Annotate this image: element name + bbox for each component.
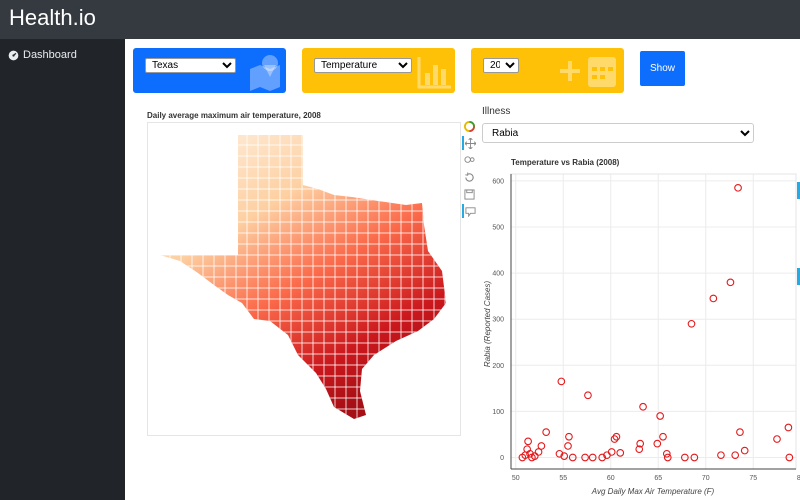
scatter-toolbar-tab[interactable] (797, 182, 800, 199)
scatter-point[interactable] (785, 453, 794, 462)
scatter-point[interactable] (736, 428, 744, 436)
scatter-point[interactable] (530, 452, 539, 460)
scatter-point[interactable] (534, 448, 543, 456)
scatter-point[interactable] (709, 294, 718, 303)
main-content: Texas Temperature 2008 Show Daily averag… (125, 39, 800, 500)
scatter-point[interactable] (734, 183, 742, 192)
scatter-point[interactable] (612, 432, 621, 441)
dashboard-icon (8, 50, 19, 61)
variable-card: Temperature (302, 48, 455, 93)
y-tick-label: 600 (492, 178, 504, 185)
calendar-plus-icon (554, 51, 620, 93)
map-title: Daily average maximum air temperature, 2… (147, 111, 321, 120)
illness-label: Illness (482, 106, 511, 117)
scatter-point[interactable] (717, 451, 725, 460)
scatter-point[interactable] (663, 453, 672, 462)
scatter-point[interactable] (659, 432, 667, 441)
scatter-point[interactable] (784, 423, 793, 432)
x-tick-label: 50 (512, 475, 520, 482)
map-icon (246, 51, 284, 93)
x-tick-label: 55 (559, 475, 567, 482)
scatter-point[interactable] (607, 448, 616, 456)
state-select[interactable]: Texas (145, 58, 236, 73)
app-brand[interactable]: Health.io (9, 5, 96, 30)
x-tick-label: 80 (797, 475, 800, 482)
scatter-point[interactable] (581, 453, 589, 462)
scatter-point[interactable] (598, 453, 607, 462)
variable-select[interactable]: Temperature (314, 58, 412, 73)
x-tick-label: 60 (607, 475, 615, 482)
y-tick-label: 500 (492, 225, 504, 232)
map-toolbar (462, 119, 476, 221)
texas-choropleth-map[interactable] (147, 122, 461, 436)
scatter-point[interactable] (557, 377, 566, 386)
illness-select[interactable]: Rabia (482, 123, 754, 143)
scatter-point[interactable] (524, 437, 532, 446)
y-tick-label: 400 (492, 271, 504, 278)
scatter-point[interactable] (681, 453, 689, 462)
scatter-point[interactable] (564, 442, 572, 450)
wheel-zoom-icon[interactable] (462, 153, 476, 167)
scatter-point[interactable] (588, 453, 597, 462)
top-navbar: Health.io (0, 0, 800, 39)
sidebar-item-dashboard[interactable]: Dashboard (8, 49, 77, 61)
x-axis-label: Avg Daily Max Air Temperature (F) (591, 487, 715, 496)
scatter-title: Temperature vs Rabia (2008) (511, 158, 620, 167)
scatter-point[interactable] (616, 449, 625, 457)
y-axis-label: Rabia (Reported Cases) (483, 281, 492, 368)
y-tick-label: 300 (492, 317, 504, 324)
grid-layer (511, 174, 796, 469)
scatter-point[interactable] (656, 412, 664, 420)
scatter-point[interactable] (542, 428, 551, 436)
scatter-toolbar-tab[interactable] (797, 268, 800, 285)
scatter-point[interactable] (639, 402, 647, 411)
sidebar: Dashboard (0, 39, 125, 500)
scatter-point[interactable] (653, 439, 662, 448)
y-tick-label: 100 (492, 409, 504, 416)
county-grid (160, 135, 446, 419)
sidebar-item-label: Dashboard (23, 49, 77, 61)
texas-map-svg (160, 135, 446, 419)
scatter-point[interactable] (773, 435, 781, 443)
scatter-point[interactable] (731, 451, 740, 460)
scatter-point[interactable] (726, 278, 735, 287)
state-card: Texas (133, 48, 286, 93)
scatter-point[interactable] (537, 442, 546, 450)
show-button[interactable]: Show (640, 51, 685, 86)
scatter-chart[interactable]: 50 55 60 65 70 75 80 0 100 200 300 400 500 600 Avg Da… (480, 164, 800, 500)
y-tick-label: 0 (500, 455, 504, 462)
year-select[interactable]: 2008 (483, 58, 519, 73)
scatter-point[interactable] (690, 453, 699, 462)
scatter-point[interactable] (555, 449, 564, 458)
bokeh-logo-icon[interactable] (462, 119, 476, 133)
pan-tool-icon[interactable] (462, 136, 476, 150)
axis-layer: 50 55 60 65 70 75 80 0 100 200 300 400 500 600 (492, 174, 800, 482)
scatter-point[interactable] (526, 449, 534, 458)
x-tick-label: 65 (654, 475, 662, 482)
scatter-point[interactable] (662, 449, 671, 458)
x-tick-label: 70 (702, 475, 710, 482)
x-tick-label: 75 (749, 475, 757, 482)
scatter-point[interactable] (635, 445, 644, 454)
reset-icon[interactable] (462, 170, 476, 184)
scatter-point[interactable] (687, 319, 696, 328)
y-tick-label: 200 (492, 363, 504, 370)
scatter-point[interactable] (610, 435, 619, 443)
points-layer (518, 183, 794, 462)
scatter-point[interactable] (740, 446, 749, 455)
year-card: 2008 (471, 48, 624, 93)
save-icon[interactable] (462, 187, 476, 201)
hover-tool-icon[interactable] (462, 204, 476, 218)
scatter-point[interactable] (565, 432, 573, 441)
chart-icon (415, 51, 453, 93)
scatter-point[interactable] (568, 453, 577, 462)
scatter-point[interactable] (560, 452, 569, 460)
scatter-point[interactable] (636, 439, 645, 448)
scatter-point[interactable] (584, 391, 592, 400)
